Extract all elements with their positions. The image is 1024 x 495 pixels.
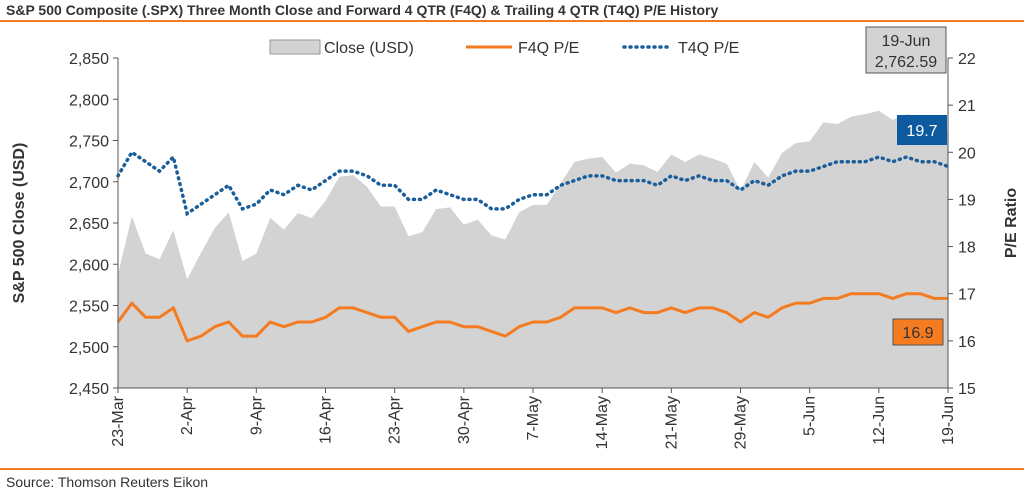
t4q-callout: 19.7 xyxy=(897,115,947,145)
legend-label-t4q: T4Q P/E xyxy=(678,40,739,57)
x-tick-label: 29-May xyxy=(733,396,750,449)
y-tick-label-right: 16 xyxy=(958,334,976,351)
y-tick-label-right: 15 xyxy=(958,381,976,398)
series-f4q-line xyxy=(116,292,948,343)
legend-label-f4q: F4Q P/E xyxy=(518,40,579,57)
y-tick-label-right: 20 xyxy=(958,145,976,162)
y-tick-label-left: 2,700 xyxy=(69,175,109,192)
title-rule xyxy=(0,20,1024,22)
date-callout: 19-Jun 2,762.59 xyxy=(865,26,947,74)
f4q-callout-value: 16.9 xyxy=(902,325,933,342)
x-tick-label: 2-Apr xyxy=(179,395,196,435)
y-tick-label-right: 21 xyxy=(958,98,976,115)
y-tick-label-left: 2,550 xyxy=(69,299,109,316)
x-tick-label: 19-Jun xyxy=(940,396,957,445)
x-tick-label: 12-Jun xyxy=(871,396,888,445)
x-tick-label: 23-Apr xyxy=(387,395,404,444)
date-callout-box xyxy=(865,26,947,74)
y-tick-label-left: 2,750 xyxy=(69,134,109,151)
t4q-callout-box xyxy=(897,115,947,145)
legend: Close (USD) F4Q P/E T4Q P/E xyxy=(269,39,739,57)
y-tick-label-left: 2,450 xyxy=(69,381,109,398)
t4q-callout-value: 19.7 xyxy=(906,123,937,140)
f4q-callout: 16.9 xyxy=(892,318,944,346)
y-tick-label-left: 2,500 xyxy=(69,340,109,357)
y-tick-label-right: 22 xyxy=(958,51,976,68)
date-callout-date: 19-Jun xyxy=(882,33,931,50)
x-tick-label: 5-Jun xyxy=(802,396,819,436)
chart-title: S&P 500 Composite (.SPX) Three Month Clo… xyxy=(6,2,719,18)
x-tick-label: 9-Apr xyxy=(248,395,265,435)
x-tick-label: 23-Mar xyxy=(110,395,127,446)
y-tick-label-left: 2,850 xyxy=(69,51,109,68)
x-tick-label: 30-Apr xyxy=(456,395,473,444)
y-tick-label-left: 2,650 xyxy=(69,216,109,233)
source-note: Source: Thomson Reuters Eikon xyxy=(6,474,209,490)
y-tick-label-left: 2,800 xyxy=(69,92,109,109)
y-tick-label-right: 19 xyxy=(958,192,976,209)
x-tick-label: 21-May xyxy=(663,396,680,449)
y-tick-label-right: 18 xyxy=(958,240,976,257)
date-callout-value: 2,762.59 xyxy=(875,54,937,71)
y-axis-title-left: S&P 500 Close (USD) xyxy=(11,143,28,304)
x-tick-label: 16-Apr xyxy=(318,395,335,444)
x-tick-label: 7-May xyxy=(525,396,542,440)
series-t4q-line xyxy=(116,149,950,217)
footer-rule xyxy=(0,468,1024,470)
legend-label-close: Close (USD) xyxy=(324,40,414,57)
y-tick-label-right: 17 xyxy=(958,287,976,304)
f4q-callout-box xyxy=(892,318,944,346)
legend-swatch-close xyxy=(269,39,321,55)
y-tick-label-left: 2,600 xyxy=(69,257,109,274)
x-tick-label: 14-May xyxy=(594,396,611,449)
y-axis-title-right: P/E Ratio xyxy=(1003,188,1020,258)
